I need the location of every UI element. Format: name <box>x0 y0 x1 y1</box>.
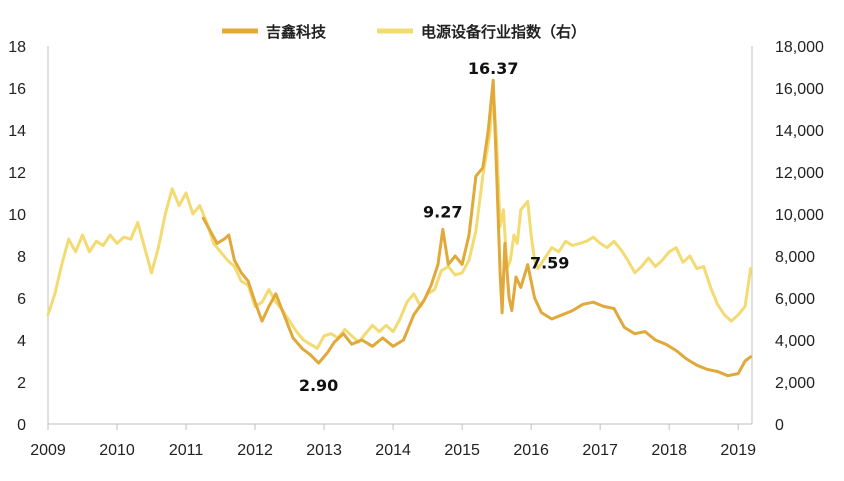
y-right-tick-label: 12,000 <box>775 165 824 182</box>
y-right-tick-label: 2,000 <box>775 375 815 392</box>
y-left-tick-label: 6 <box>17 291 26 308</box>
x-tick-label: 2014 <box>375 442 411 459</box>
series-lines <box>46 78 753 378</box>
y-left-tick-label: 0 <box>17 417 26 434</box>
x-tick-label: 2016 <box>513 442 549 459</box>
y-right-tick-label: 18,000 <box>775 39 824 56</box>
x-tick-label: 2011 <box>169 442 204 459</box>
legend-label-index: 电源设备行业指数（右） <box>421 23 586 41</box>
y-right-tick-label: 8,000 <box>775 249 815 266</box>
legend: 吉鑫科技 电源设备行业指数（右） <box>222 23 586 41</box>
y-left-tick-label: 16 <box>8 81 26 98</box>
y-right-tick-label: 10,000 <box>775 207 824 224</box>
data-label: 2.90 <box>299 376 338 395</box>
series-line-index <box>46 86 753 350</box>
y-right-tick-label: 16,000 <box>775 81 824 98</box>
x-tick-label: 2017 <box>582 442 618 459</box>
y-left-tick-label: 8 <box>17 249 26 266</box>
y-right-tick-label: 6,000 <box>775 291 815 308</box>
y-right-tick-label: 14,000 <box>775 123 824 140</box>
series-line-stock <box>201 78 753 378</box>
x-tick-label: 2015 <box>444 442 480 459</box>
x-tick-label: 2019 <box>720 442 756 459</box>
x-tick-label: 2009 <box>30 442 66 459</box>
x-tick-label: 2018 <box>651 442 687 459</box>
x-tick-label: 2013 <box>306 442 342 459</box>
y-right-tick-label: 0 <box>775 417 784 434</box>
y-left-tick-label: 18 <box>8 39 26 56</box>
data-label: 9.27 <box>423 202 462 221</box>
x-tick-label: 2012 <box>237 442 273 459</box>
y-left-tick-label: 10 <box>8 207 26 224</box>
axes: 0 2 4 6 8 10 12 14 16 18 0 2,000 4,000 6,000 8,000 10,0… <box>8 39 824 459</box>
y-left-tick-label: 4 <box>17 333 26 350</box>
data-label: 16.37 <box>468 59 519 78</box>
annotations: 16.37 9.27 7.59 2.90 <box>299 59 570 395</box>
legend-label-stock: 吉鑫科技 <box>266 23 327 41</box>
y-left-tick-label: 14 <box>8 123 26 140</box>
y-left-tick-label: 12 <box>8 165 26 182</box>
x-tick-label: 2010 <box>99 442 135 459</box>
y-left-tick-label: 2 <box>17 375 26 392</box>
y-right-tick-label: 4,000 <box>775 333 815 350</box>
data-label: 7.59 <box>530 254 569 273</box>
